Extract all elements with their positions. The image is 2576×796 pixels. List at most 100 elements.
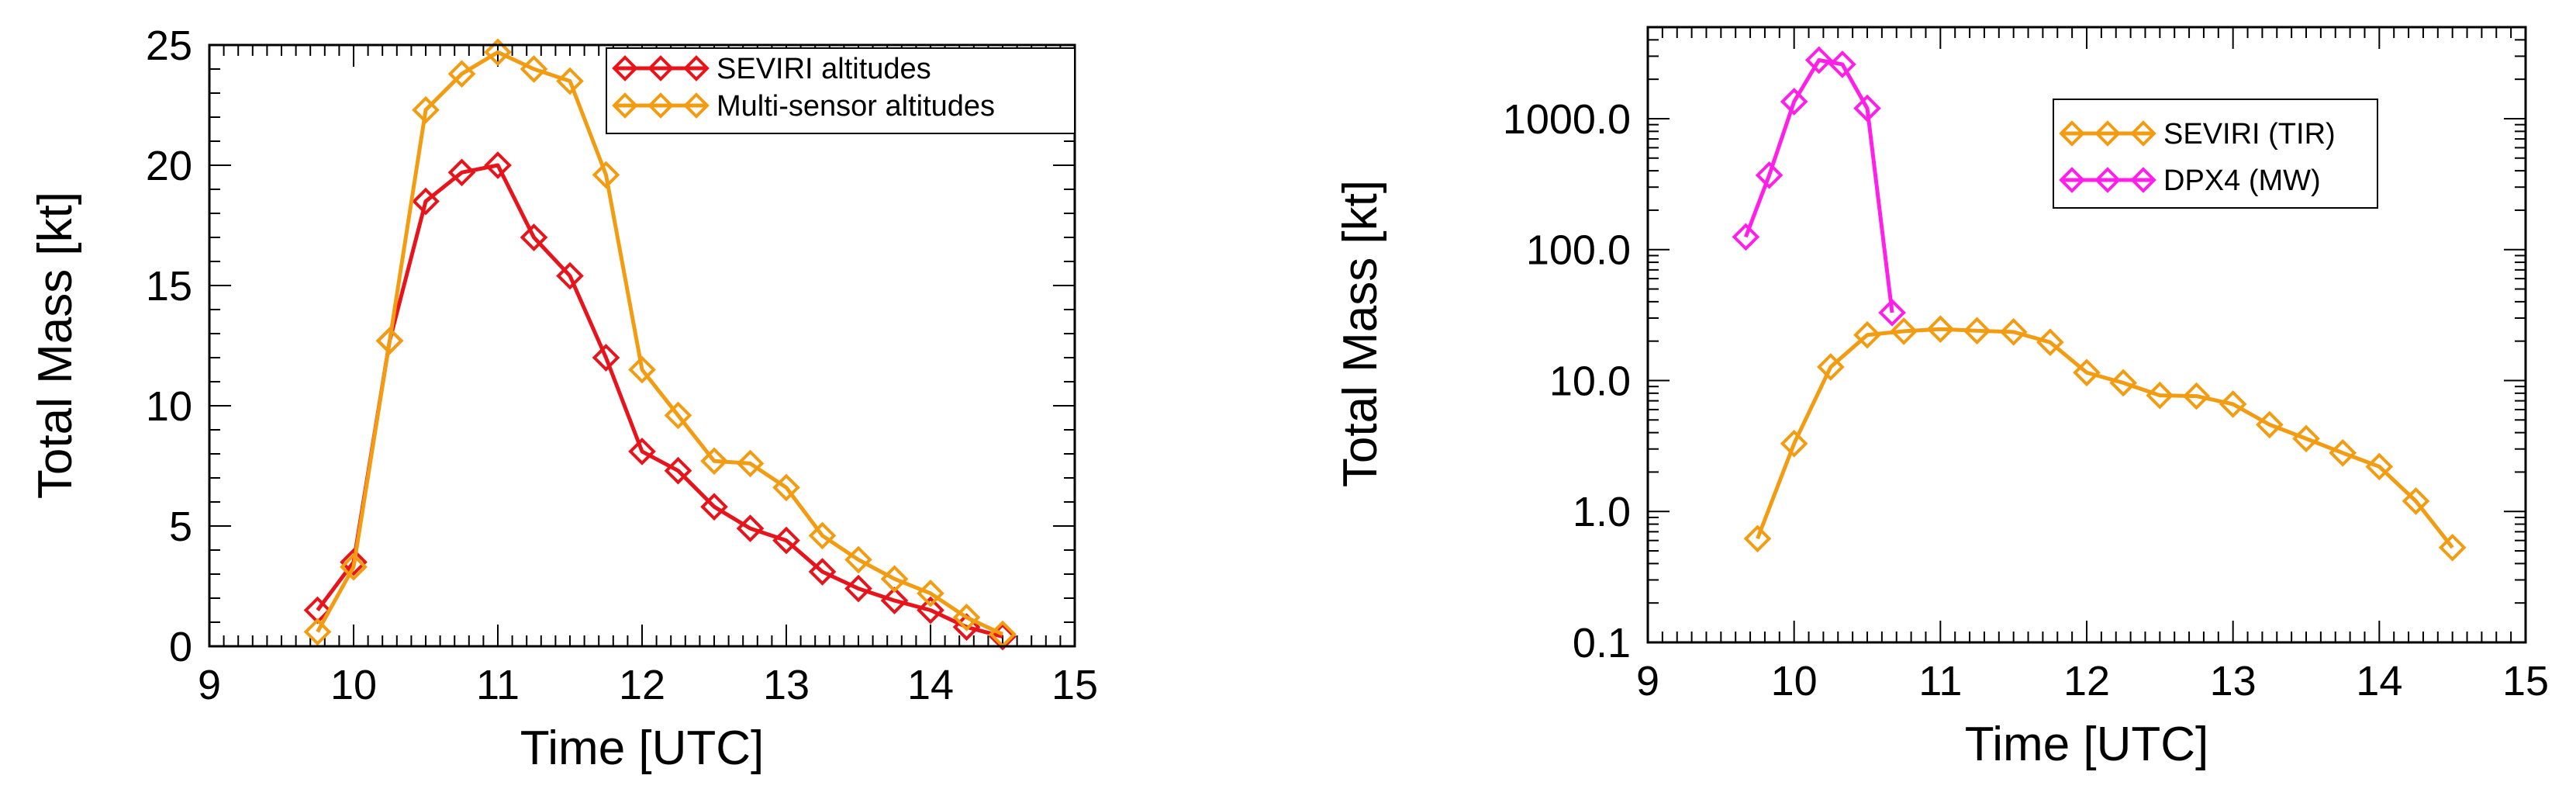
data-point: [844, 545, 872, 574]
y-tick-label: 15: [146, 263, 192, 310]
x-tick-label: 13: [2210, 658, 2257, 704]
chart-left: 9 10 11 12 13 14 15 0 5 10 15 20 25 Time [UTC] Tota…: [29, 22, 1098, 775]
x-tick-label: 14: [907, 662, 954, 708]
right-y-axis-label: Total Mass [kt]: [1334, 180, 1387, 487]
legend-marker: [2094, 167, 2121, 193]
legend-marker: [647, 92, 674, 119]
right-x-tick-labels: 9 10 11 12 13 14 15: [1636, 658, 2549, 704]
legend-marker: [2130, 167, 2156, 193]
y-tick-label: 5: [169, 504, 192, 550]
data-point: [375, 327, 404, 355]
data-point: [700, 447, 728, 476]
left-legend: SEVIRI altitudes Multi-sensor altitudes: [606, 47, 1076, 134]
data-point: [2219, 390, 2247, 418]
data-point: [520, 55, 548, 83]
series-1: [1732, 46, 1906, 327]
legend-marker: [612, 55, 638, 81]
data-point: [1890, 317, 1918, 345]
left-series: [303, 38, 1017, 651]
right-legend: SEVIRI (TIR) DPX4 (MW): [2053, 99, 2378, 209]
data-point: [2329, 438, 2357, 467]
data-point: [1999, 318, 2028, 346]
left-legend-box: [606, 47, 1076, 134]
legend-marker: [647, 55, 674, 81]
data-point: [484, 151, 512, 179]
data-point: [1817, 353, 1845, 381]
x-tick-label: 9: [198, 662, 221, 708]
legend-entry: SEVIRI altitudes: [612, 53, 931, 85]
legend-marker: [2059, 120, 2085, 147]
y-tick-label: 0.1: [1573, 620, 1631, 666]
legend-entry: DPX4 (MW): [2059, 164, 2321, 197]
data-point: [989, 622, 1017, 651]
y-tick-label: 1.0: [1573, 489, 1631, 535]
right-ticks: [1647, 26, 2526, 643]
series-1: [303, 38, 1017, 649]
data-point: [772, 526, 800, 555]
data-point: [664, 456, 692, 485]
data-point: [484, 38, 512, 67]
right-series: [1732, 46, 2467, 562]
data-point: [2036, 328, 2064, 356]
data-point: [1828, 50, 1856, 78]
data-point: [808, 558, 837, 586]
series-line: [1756, 327, 2454, 549]
data-point: [2438, 533, 2467, 562]
legend-marker: [683, 92, 710, 119]
data-point: [2182, 382, 2211, 410]
legend-marker: [2059, 167, 2085, 193]
legend-label: Multi-sensor altitudes: [717, 90, 995, 123]
data-point: [808, 521, 837, 550]
series-line: [1744, 57, 1894, 313]
data-point: [880, 565, 909, 594]
y-tick-label: 20: [146, 143, 192, 189]
data-point: [412, 187, 440, 216]
data-point: [917, 579, 944, 607]
y-tick-label: 1000.0: [1503, 96, 1631, 143]
legend-label: SEVIRI altitudes: [717, 53, 931, 85]
left-y-tick-labels: 0 5 10 15 20 25: [146, 22, 192, 670]
right-x-axis-label: Time [UTC]: [1965, 718, 2209, 771]
y-tick-label: 10: [146, 383, 192, 430]
data-point: [1853, 94, 1881, 123]
data-point: [2109, 369, 2137, 397]
chart-right: 9 10 11 12 13 14 15 0.1 1.0 10.0 100.0 1000.0 Time…: [1334, 26, 2549, 771]
legend-marker: [612, 92, 638, 119]
data-point: [1878, 299, 1906, 327]
data-point: [1926, 315, 1955, 344]
y-tick-label: 10.0: [1549, 358, 1631, 404]
data-point: [1780, 88, 1808, 116]
data-point: [520, 223, 548, 251]
x-tick-label: 15: [2502, 658, 2549, 704]
data-point: [1732, 223, 1760, 251]
data-point: [628, 438, 656, 465]
data-point: [303, 618, 332, 646]
x-tick-label: 14: [2356, 658, 2402, 704]
data-point: [2073, 358, 2101, 387]
legend-marker: [2130, 120, 2156, 147]
right-y-tick-labels: 0.1 1.0 10.0 100.0 1000.0: [1503, 96, 1631, 666]
x-tick-label: 10: [330, 662, 377, 708]
data-point: [340, 552, 368, 581]
data-point: [1780, 429, 1808, 458]
series-line: [316, 163, 1003, 639]
legend-entry: SEVIRI (TIR): [2059, 118, 2336, 151]
data-point: [556, 67, 584, 95]
data-point: [2146, 381, 2174, 410]
series-line: [316, 50, 1004, 636]
x-tick-label: 13: [763, 662, 810, 708]
right-plot-frame: [1646, 26, 2527, 644]
legend-marker: [2094, 120, 2121, 147]
data-point: [1743, 524, 1772, 553]
data-point: [2402, 487, 2430, 515]
data-point: [412, 95, 440, 124]
data-point: [2256, 410, 2284, 439]
legend-label: DPX4 (MW): [2163, 164, 2321, 197]
series-0: [303, 151, 1017, 651]
data-point: [447, 60, 476, 88]
x-tick-label: 12: [619, 662, 665, 708]
x-tick-label: 9: [1636, 658, 1659, 704]
data-point: [628, 355, 656, 384]
x-tick-label: 11: [1918, 658, 1962, 704]
